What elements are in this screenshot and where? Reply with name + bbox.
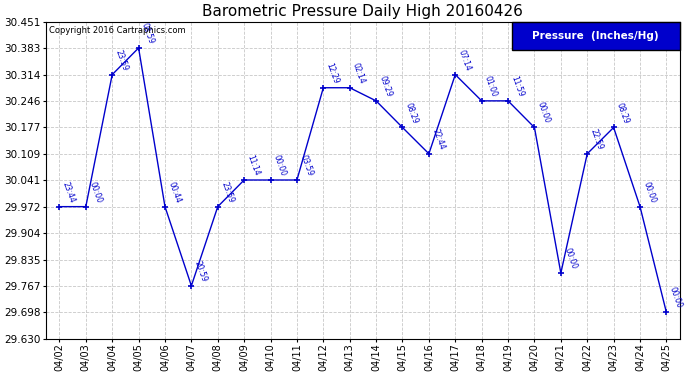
Text: 07:14: 07:14	[457, 48, 473, 72]
Text: 09:29: 09:29	[377, 75, 393, 98]
Title: Barometric Pressure Daily High 20160426: Barometric Pressure Daily High 20160426	[202, 4, 523, 19]
Text: 00:00: 00:00	[87, 180, 104, 204]
Text: 08:29: 08:29	[404, 101, 420, 125]
Text: 00:00: 00:00	[642, 180, 658, 204]
Text: 08:59: 08:59	[140, 21, 156, 45]
Text: 01:00: 01:00	[483, 75, 499, 98]
Text: 12:29: 12:29	[325, 62, 341, 85]
Text: 23:59: 23:59	[219, 180, 235, 204]
Bar	[512, 22, 680, 50]
Text: 22:44: 22:44	[431, 128, 446, 151]
Text: 22:59: 22:59	[589, 128, 604, 151]
Text: 11:59: 11:59	[509, 75, 525, 98]
Text: 00:44: 00:44	[166, 180, 182, 204]
Text: 00:00: 00:00	[668, 286, 684, 310]
Text: 00:00: 00:00	[562, 246, 578, 270]
Text: 23:44: 23:44	[61, 180, 77, 204]
Text: 00:00: 00:00	[272, 153, 288, 177]
Text: 02:14: 02:14	[351, 62, 367, 85]
Text: 08:29: 08:29	[615, 101, 631, 125]
Text: 23:59: 23:59	[114, 48, 130, 72]
Text: 00:00: 00:00	[536, 101, 552, 125]
Text: Pressure  (Inches/Hg): Pressure (Inches/Hg)	[533, 31, 659, 41]
Text: Copyright 2016 Cartraphics.com: Copyright 2016 Cartraphics.com	[50, 27, 186, 36]
Text: 11:14: 11:14	[246, 154, 262, 177]
Text: 20:59: 20:59	[193, 260, 208, 283]
Text: 03:59: 03:59	[298, 153, 315, 177]
